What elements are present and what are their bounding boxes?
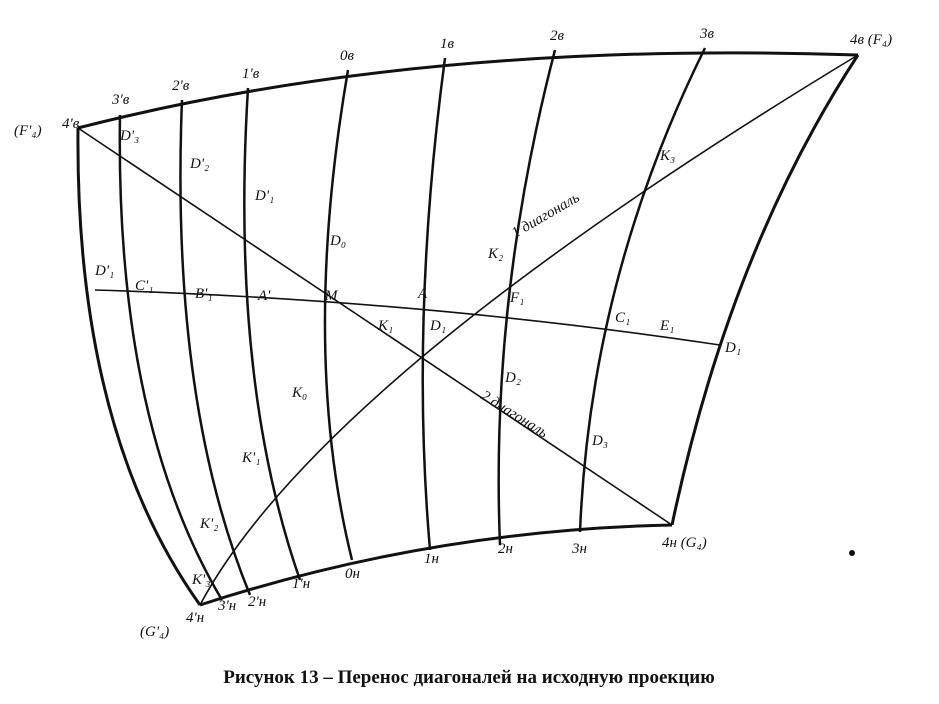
point-label: D₁ [724, 340, 741, 356]
labels: 4'в 3'в 2'в 1'в 0в 1в 2в 3в 4в (F₄) (F'₄) D'₃ D'₂ D'… [14, 26, 892, 640]
point-label: 1'н [292, 576, 310, 592]
point-label: K'₁ [241, 450, 260, 466]
point-label: F₁ [509, 290, 524, 306]
point-label: 1в [440, 36, 455, 52]
meridian [179, 99, 252, 596]
point-label: C₁ [615, 310, 630, 326]
point-label: 0н [345, 566, 360, 582]
point-label: 3'н [217, 598, 236, 614]
point-label: 4н (G₄) [662, 535, 707, 551]
caption: Рисунок 13 – Перенос диагоналей на исход… [223, 667, 715, 688]
middle-line [94, 289, 721, 346]
dot [849, 550, 855, 556]
point-label: 4'н [186, 610, 204, 626]
bottom-edge [199, 523, 673, 607]
point-label: 3'в [111, 92, 130, 108]
point-label: M [324, 288, 339, 304]
meridian [421, 57, 447, 551]
point-label: D₂ [504, 370, 521, 386]
point-label: E₁ [659, 318, 674, 334]
meridian [118, 114, 224, 601]
grid-lines [76, 47, 860, 607]
point-label: B'₁ [195, 286, 213, 302]
point-label: D₃ [591, 433, 608, 449]
point-label: D'₁ [254, 188, 274, 204]
point-label: K'₂ [199, 516, 218, 532]
top-edge [77, 51, 859, 130]
point-label: D₀ [329, 233, 346, 249]
point-label: A' [257, 288, 271, 304]
point-label: 3н [571, 541, 587, 557]
point-label: 2'в [172, 78, 190, 94]
point-label: 2 диагональ [478, 388, 551, 442]
point-label: 1'в [242, 66, 260, 82]
point-label: K₃ [659, 148, 675, 164]
point-label: 4в (F₄) [850, 32, 892, 48]
meridian [578, 47, 707, 533]
meridian [323, 69, 354, 561]
point-label: 2н [498, 541, 513, 557]
point-label: K₀ [291, 385, 307, 401]
point-label: 4'в [62, 116, 80, 132]
point-label: D₁ [429, 318, 446, 334]
point-label: K₂ [487, 246, 503, 262]
point-label: (F'₄) [14, 123, 42, 139]
point-label: C'₁ [135, 278, 153, 294]
left-edge [76, 127, 202, 606]
point-label: D'₂ [189, 156, 209, 172]
point-label: 0в [340, 48, 355, 64]
point-label: 1н [424, 551, 439, 567]
point-label: D'₁ [94, 263, 114, 279]
point-label: D'₃ [119, 128, 139, 144]
point-label: (G'₄) [140, 624, 169, 640]
point-label: 3в [699, 26, 715, 42]
meridian [243, 87, 302, 581]
point-label: K₁ [377, 318, 393, 334]
diagonal-1 [199, 54, 859, 606]
meridian [497, 49, 557, 546]
right-edge [670, 54, 860, 526]
point-label: A [417, 286, 428, 302]
point-label: K'₃ [191, 572, 210, 588]
point-label: 2'н [248, 594, 266, 610]
point-label: 2в [550, 28, 565, 44]
diagonal-2 [77, 127, 673, 526]
